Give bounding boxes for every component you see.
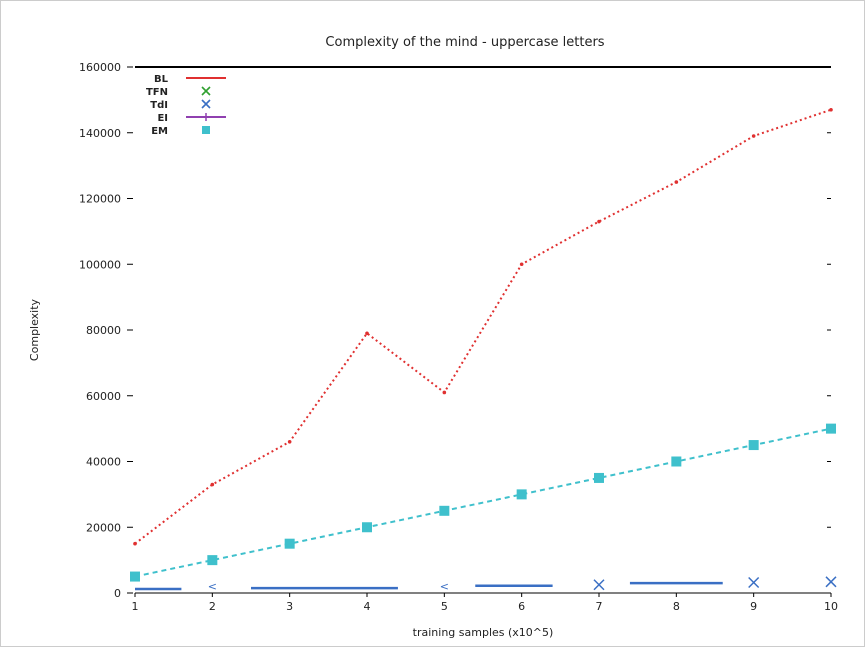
- series-line-em: [134, 427, 832, 578]
- x-tick-label: 6: [518, 600, 525, 613]
- y-tick-label: 0: [114, 587, 121, 600]
- data-point-tdi: [593, 579, 605, 591]
- x-tick-label: 5: [441, 600, 448, 613]
- x-tick-label: 1: [132, 600, 139, 613]
- x-tick-label: 3: [286, 600, 293, 613]
- y-tick-label: 60000: [86, 390, 121, 403]
- x-tick-label: 10: [824, 600, 838, 613]
- x-tick-label: 8: [673, 600, 680, 613]
- data-point-bl: [751, 134, 756, 138]
- data-point-em: [748, 440, 759, 451]
- data-point-em: [594, 472, 604, 483]
- x-tick-label: 7: [596, 600, 603, 613]
- data-point-em: [207, 555, 218, 566]
- data-point-tdi: [748, 576, 760, 589]
- x-tick-label: 4: [364, 600, 371, 613]
- annotation-mark: <: [440, 580, 449, 593]
- y-tick-label: 80000: [86, 324, 121, 337]
- y-tick-label: 120000: [79, 193, 121, 206]
- y-axis-label: Complexity: [28, 298, 41, 361]
- data-point-tdi: [825, 576, 837, 588]
- legend-label: TdI: [150, 100, 168, 111]
- x-tick-label: 9: [750, 600, 757, 613]
- legend-swatch-x: [201, 86, 211, 96]
- data-point-em: [516, 489, 527, 500]
- x-axis-label: training samples (x10^5): [413, 626, 554, 639]
- data-point-bl: [829, 107, 833, 112]
- legend-label: EM: [151, 126, 168, 137]
- y-tick-label: 20000: [86, 521, 121, 534]
- legend-label: TFN: [146, 87, 168, 98]
- annotation-mark: <: [208, 580, 217, 593]
- x-tick-label: 2: [209, 600, 216, 613]
- y-tick-label: 100000: [79, 258, 121, 271]
- data-point-em: [284, 538, 295, 549]
- data-point-em: [826, 423, 836, 434]
- data-point-bl: [597, 219, 601, 224]
- chart-title: Complexity of the mind - uppercase lette…: [325, 35, 604, 50]
- data-point-em: [130, 571, 140, 582]
- data-point-bl: [287, 439, 292, 444]
- legend: BL TFN TdI EI EM: [146, 74, 226, 137]
- data-point-bl: [519, 262, 524, 267]
- series-group: < <: [130, 107, 837, 593]
- data-point-bl: [674, 180, 679, 184]
- legend-label: EI: [157, 113, 168, 124]
- legend-label: BL: [154, 74, 169, 85]
- axes: 0 20000 40000 60000 80000 100000 120000 140000 1…: [79, 61, 838, 613]
- data-point-em: [362, 522, 372, 533]
- data-point-bl: [365, 331, 369, 336]
- y-tick-label: 160000: [79, 61, 121, 74]
- legend-swatch-em: [202, 126, 210, 134]
- y-tick-label: 140000: [79, 127, 121, 140]
- data-point-bl: [210, 482, 215, 487]
- legend-swatch-x: [201, 99, 211, 109]
- data-point-em: [671, 456, 682, 467]
- data-point-em: [439, 505, 450, 516]
- y-tick-label: 40000: [86, 456, 121, 469]
- data-point-bl: [442, 390, 447, 395]
- series-line-bl: [134, 108, 832, 545]
- data-point-bl: [133, 541, 137, 546]
